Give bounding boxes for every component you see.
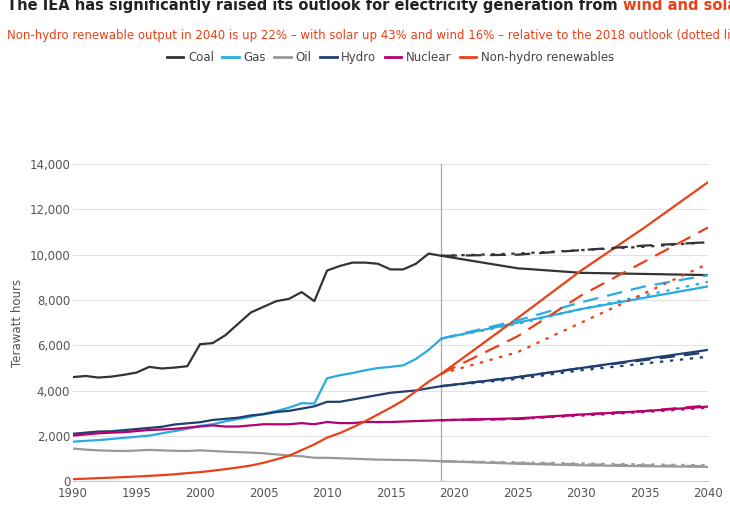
Text: Non-hydro renewable output in 2040 is up 22% – with solar up 43% and wind 16% – : Non-hydro renewable output in 2040 is up… xyxy=(7,29,730,42)
Y-axis label: Terawatt hours: Terawatt hours xyxy=(11,279,24,367)
Legend: Coal, Gas, Oil, Hydro, Nuclear, Non-hydro renewables: Coal, Gas, Oil, Hydro, Nuclear, Non-hydr… xyxy=(162,47,619,69)
Text: The IEA has significantly raised its outlook for electricity generation from: The IEA has significantly raised its out… xyxy=(7,0,623,13)
Text: wind and solar: wind and solar xyxy=(623,0,730,13)
